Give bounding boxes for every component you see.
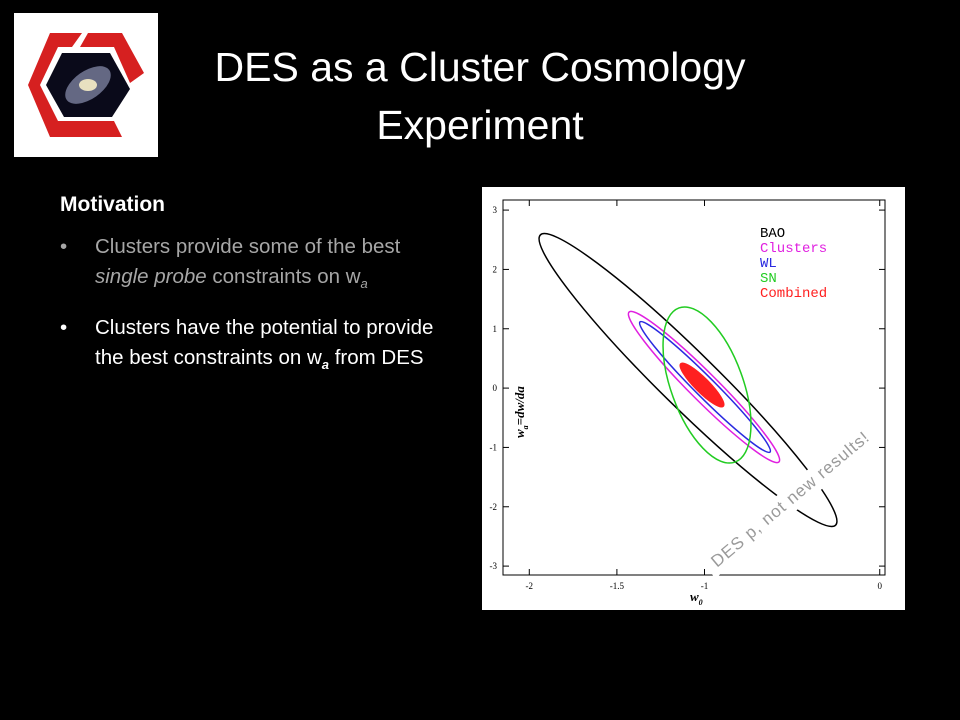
bullet-text: Clusters have the potential to provide t… [95, 316, 434, 370]
contour [679, 362, 725, 408]
y-axis-label-main: w [512, 429, 527, 438]
x-tick-label: -1.5 [610, 581, 625, 591]
bullet-text: Clusters provide some of the best [95, 235, 401, 258]
y-axis-label-rest: =dw/da [512, 386, 527, 426]
x-axis-label: w0 [690, 589, 703, 607]
legend-entry: Clusters [760, 241, 827, 257]
y-axis-label: wa=dw/da [512, 386, 530, 438]
y-tick-label: 3 [493, 205, 498, 215]
x-tick-label: -2 [526, 581, 534, 591]
plot-frame [502, 199, 886, 576]
bullet-text: from DES [329, 346, 424, 370]
x-tick-label: -1 [701, 581, 709, 591]
x-axis-label-main: w [690, 589, 699, 604]
legend-entry: WL [760, 256, 777, 272]
contour [638, 320, 772, 454]
contour [538, 232, 838, 528]
contour [627, 310, 781, 464]
y-axis-label-sub: a [521, 425, 530, 429]
bullet-text: constraints on w [206, 265, 361, 288]
y-tick-label: 0 [493, 383, 498, 393]
contour [662, 306, 752, 464]
y-tick-label: 2 [493, 264, 498, 274]
section-heading: Motivation [60, 193, 165, 216]
x-tick-label: 0 [877, 581, 882, 591]
subscript: a [321, 357, 329, 373]
figure-background [482, 187, 905, 610]
x-axis-label-sub: 0 [699, 598, 703, 607]
legend-entry: SN [760, 271, 777, 287]
bullet: Clusters have the potential to provide t… [60, 313, 455, 380]
bullet-list: Clusters provide some of the best single… [60, 232, 455, 394]
y-tick-label: 1 [493, 324, 498, 334]
y-tick-label: -3 [490, 561, 498, 571]
subscript: a [360, 276, 368, 292]
logo [14, 13, 158, 157]
legend-entry: BAO [760, 226, 785, 242]
y-tick-label: -1 [490, 442, 498, 452]
title: DES as a Cluster Cosmology Experiment [214, 44, 746, 148]
legend-entry: Combined [760, 286, 827, 302]
bullet: Clusters provide some of the best single… [60, 232, 455, 299]
bullet-emphasis: single probe [95, 265, 207, 288]
y-tick-label: -2 [490, 502, 498, 512]
